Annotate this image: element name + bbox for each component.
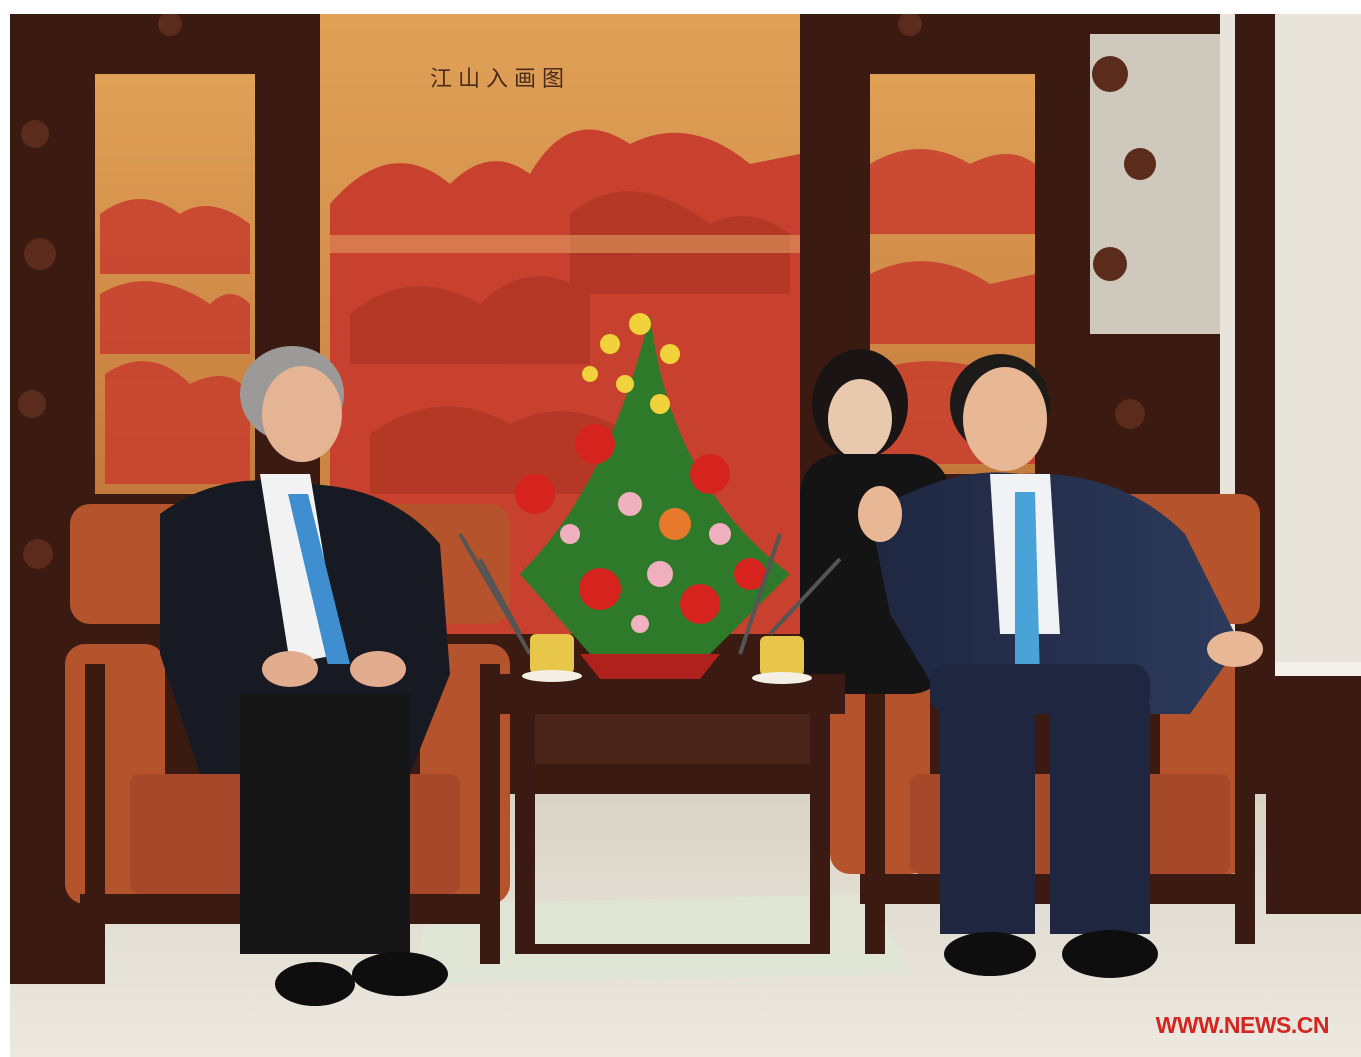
screen-inscription: 江山入画图 (430, 67, 570, 92)
news-watermark: WWW.NEWS.CN (1155, 1012, 1330, 1038)
visitor-left (160, 346, 450, 1006)
news-photo: 江山入画图 (10, 14, 1361, 1057)
carved-ornament (18, 14, 1156, 569)
tea-table (495, 674, 845, 954)
host-right (858, 354, 1263, 978)
papers (1275, 662, 1361, 676)
microphones (458, 532, 842, 656)
tea-cups (522, 634, 812, 684)
right-side-table (1266, 674, 1361, 914)
flower-arrangement (515, 313, 790, 679)
